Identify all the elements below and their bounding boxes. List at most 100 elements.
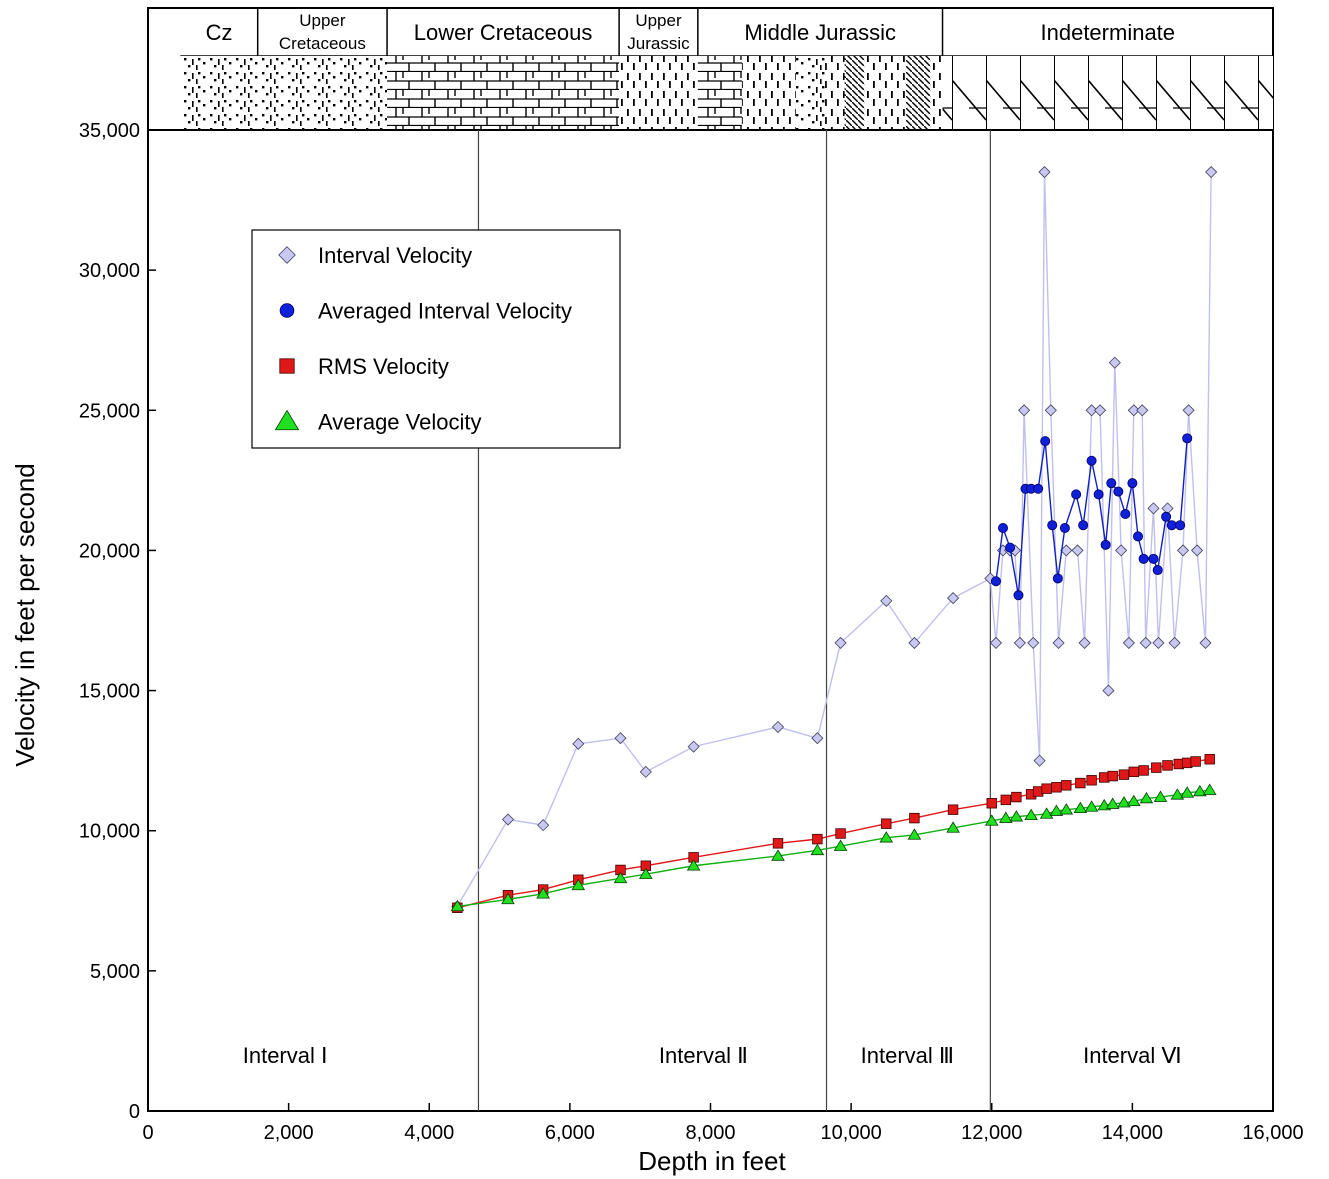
series-2-point-24 <box>1107 770 1118 782</box>
series-2-point-10 <box>881 818 892 829</box>
series-0-point-31 <box>1108 356 1121 369</box>
series-2-point-21 <box>1075 777 1086 789</box>
series-0-point-6 <box>687 740 700 753</box>
series-3-point-27 <box>1153 790 1168 802</box>
series-2-point-32 <box>1190 756 1201 767</box>
series-0-point-26 <box>1071 544 1084 557</box>
y-tick-label-6: 30,000 <box>79 260 140 282</box>
series-0-point-42 <box>1182 404 1195 417</box>
series-0-point-43 <box>1190 544 1204 557</box>
legend-label-2: RMS Velocity <box>318 354 449 379</box>
series-3-point-10 <box>879 831 894 843</box>
series-3-point-5 <box>639 867 653 879</box>
series-0-point-29 <box>1093 404 1107 417</box>
series-3-point-25 <box>1126 794 1141 807</box>
legend-items: Interval Velocity Averaged Interval Veloc… <box>274 243 572 435</box>
series-2-point-7 <box>772 838 784 849</box>
series-3-point-24 <box>1117 796 1131 808</box>
series-0-point-2 <box>537 819 550 832</box>
series-0-point-44 <box>1199 636 1212 649</box>
series-0-point-41 <box>1176 544 1190 557</box>
plot-area: Interval Ⅰ Interval Ⅱ Interval Ⅲ Interval Ⅵ <box>147 129 1274 1112</box>
strat-subpattern-4-2 <box>844 56 865 130</box>
series-2-point-15 <box>1011 791 1022 803</box>
x-tick-label-8: 16,000 <box>1242 1122 1303 1144</box>
strat-label-3-line2: Jurassic <box>627 34 690 53</box>
series-3-point-31 <box>1202 783 1217 795</box>
series-2-point-11 <box>909 812 920 824</box>
interval-label-2: Interval Ⅲ <box>861 1043 954 1068</box>
series-0 <box>451 165 1218 913</box>
y-tick-label-1: 5,000 <box>90 961 140 983</box>
strat-subpattern-4-3 <box>905 56 931 130</box>
series-3-point-9 <box>833 839 848 851</box>
strat-pattern-5 <box>942 56 1273 130</box>
interval-label-1: Interval Ⅱ <box>659 1043 748 1068</box>
series-0-point-7 <box>771 720 785 734</box>
series-3-point-23 <box>1105 797 1120 809</box>
y-tick-label-2: 10,000 <box>79 821 140 843</box>
series-0-point-11 <box>908 636 921 649</box>
series-0-point-14 <box>989 636 1003 649</box>
strat-subpattern-4-1 <box>795 56 826 130</box>
series-0-point-30 <box>1102 684 1115 697</box>
legend-label-3: Average Velocity <box>318 410 481 435</box>
series-1-point-3 <box>1013 590 1024 601</box>
strat-label-3-line1: Upper <box>635 11 682 30</box>
series-0-point-19 <box>1018 404 1031 417</box>
series-1-point-10 <box>1059 523 1070 534</box>
legend-label-1: Averaged Interval Velocity <box>318 299 572 324</box>
series-0-point-9 <box>834 636 847 649</box>
series-2-point-33 <box>1204 754 1215 765</box>
series-line-0 <box>456 172 1212 907</box>
series-1-point-8 <box>1047 520 1058 531</box>
interval-label-3: Interval Ⅵ <box>1083 1043 1182 1068</box>
legend-marker-3 <box>274 409 300 431</box>
series-0-point-28 <box>1085 404 1098 417</box>
series-1-point-18 <box>1120 508 1131 519</box>
y-tick-label-5: 25,000 <box>79 400 140 422</box>
series-1-point-20 <box>1133 531 1144 542</box>
series-1-point-14 <box>1093 489 1104 500</box>
series-3-point-1 <box>501 892 515 905</box>
series-3-point-30 <box>1193 784 1207 797</box>
series-0-point-4 <box>614 732 627 745</box>
series-0-point-8 <box>811 732 824 745</box>
legend-marker-0 <box>278 246 296 264</box>
x-tick-label-3: 6,000 <box>545 1122 595 1144</box>
series-2-point-19 <box>1051 782 1062 793</box>
series-0-point-18 <box>1013 636 1026 649</box>
strat-label-1-line1: Upper <box>299 11 346 30</box>
series-1-point-15 <box>1100 539 1111 550</box>
series-3-point-18 <box>1049 804 1064 816</box>
series-3-point-11 <box>907 828 922 840</box>
series-0-point-20 <box>1027 636 1040 649</box>
series-1-point-25 <box>1166 520 1177 531</box>
series-2-point-28 <box>1151 762 1162 773</box>
series-0-point-36 <box>1139 636 1152 649</box>
series-2-point-18 <box>1041 783 1052 794</box>
strat-label-2: Lower Cretaceous <box>414 20 593 45</box>
series-2-point-26 <box>1128 766 1139 778</box>
series-2-point-13 <box>986 798 997 809</box>
series-1-point-17 <box>1113 486 1124 497</box>
series-2-point-20 <box>1061 780 1072 791</box>
series-1-point-21 <box>1138 553 1149 564</box>
series-0-point-27 <box>1078 636 1091 649</box>
series-3-point-28 <box>1170 788 1185 800</box>
y-tick-label-7: 35,000 <box>79 120 140 142</box>
series-0-point-45 <box>1205 165 1218 179</box>
legend: Interval Velocity Averaged Interval Veloc… <box>251 229 621 449</box>
y-axis-title: Velocity in feet per second <box>10 463 40 767</box>
series-1-point-16 <box>1106 478 1117 489</box>
series-3-point-3 <box>571 878 586 891</box>
series-3-point-17 <box>1039 807 1054 819</box>
series-0-point-33 <box>1122 636 1135 649</box>
series-2-point-22 <box>1086 775 1097 786</box>
series-1-point-19 <box>1127 478 1138 489</box>
series-1-point-23 <box>1152 565 1163 576</box>
strat-label-1-line2: Cretaceous <box>279 34 366 53</box>
interval-labels: Interval Ⅰ Interval Ⅱ Interval Ⅲ Interval Ⅵ <box>243 1043 1182 1068</box>
legend-label-0: Interval Velocity <box>318 243 472 268</box>
